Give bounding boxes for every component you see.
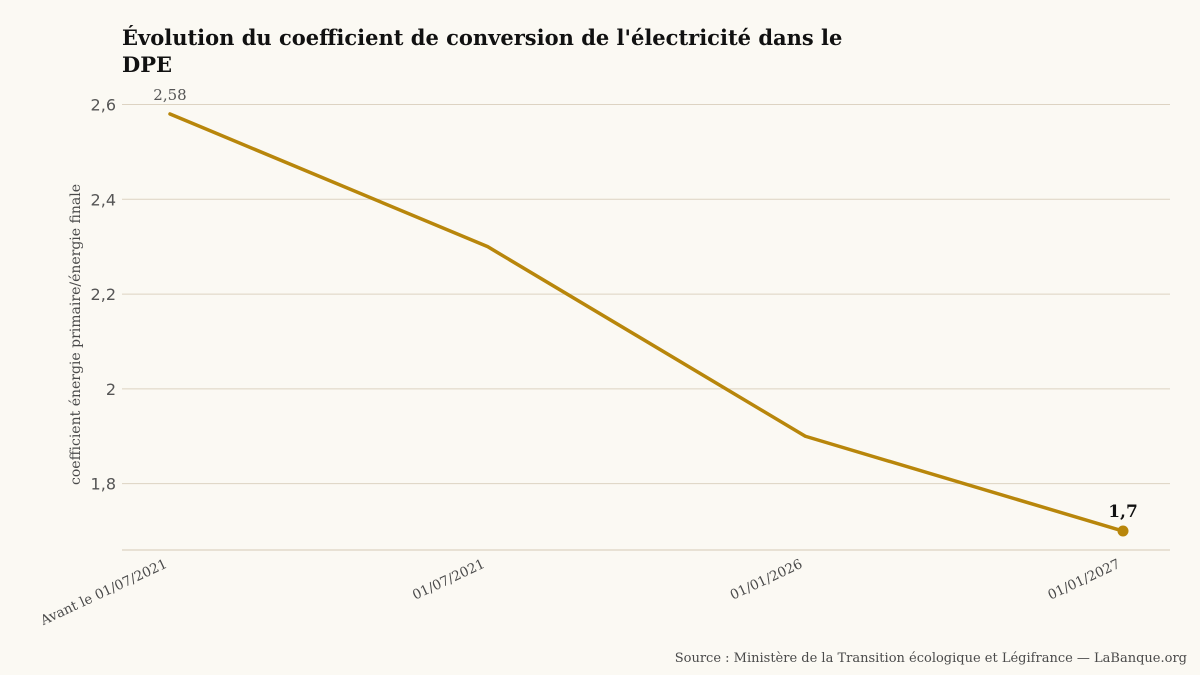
x-tick-label: Avant le 01/07/2021 (37, 556, 169, 629)
end-point-marker (1117, 525, 1129, 537)
gridlines (122, 103, 1170, 551)
x-tick-label: 01/01/2027 (1045, 556, 1122, 603)
y-tick-label: 1,8 (91, 475, 116, 494)
data-labels: 2,58 1,7 (153, 86, 1137, 522)
series-line (168, 112, 1125, 533)
x-tick-label: 01/01/2026 (728, 556, 805, 603)
y-tick-labels: 1,8 2 2,2 2,4 2,6 (91, 95, 116, 493)
source-note: Source : Ministère de la Transition écol… (674, 651, 1187, 666)
y-tick-label: 2,6 (91, 95, 116, 114)
y-tick-label: 2,4 (91, 190, 116, 209)
series-group (168, 112, 1129, 537)
y-tick-label: 2,2 (91, 285, 116, 304)
data-label: 1,7 (1108, 502, 1138, 522)
y-axis-label: coefficient énergie primaire/énergie fin… (68, 184, 84, 485)
x-tick-label: 01/07/2021 (410, 556, 487, 603)
data-label: 2,58 (153, 86, 186, 104)
chart-title: Évolution du coefficient de conversion d… (122, 25, 843, 77)
y-tick-label: 2 (106, 380, 116, 399)
x-tick-labels: Avant le 01/07/2021 01/07/2021 01/01/2026 0… (37, 556, 1122, 629)
